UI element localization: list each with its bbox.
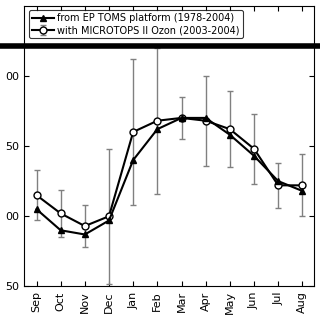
from EP TOMS platform (1978-2004) bbox=[59, 228, 63, 232]
from EP TOMS platform (1978-2004) bbox=[300, 189, 304, 193]
from EP TOMS platform (1978-2004) bbox=[107, 219, 111, 222]
Legend: from EP TOMS platform (1978-2004), with MICROTOPS II Ozon (2003-2004): from EP TOMS platform (1978-2004), with … bbox=[29, 11, 243, 38]
from EP TOMS platform (1978-2004) bbox=[204, 116, 208, 120]
from EP TOMS platform (1978-2004) bbox=[131, 158, 135, 162]
Line: from EP TOMS platform (1978-2004): from EP TOMS platform (1978-2004) bbox=[33, 115, 306, 238]
from EP TOMS platform (1978-2004) bbox=[228, 133, 232, 137]
from EP TOMS platform (1978-2004) bbox=[35, 207, 38, 211]
from EP TOMS platform (1978-2004) bbox=[83, 233, 87, 236]
from EP TOMS platform (1978-2004) bbox=[276, 179, 280, 183]
from EP TOMS platform (1978-2004) bbox=[156, 127, 159, 131]
from EP TOMS platform (1978-2004) bbox=[252, 154, 256, 158]
from EP TOMS platform (1978-2004) bbox=[180, 116, 183, 120]
